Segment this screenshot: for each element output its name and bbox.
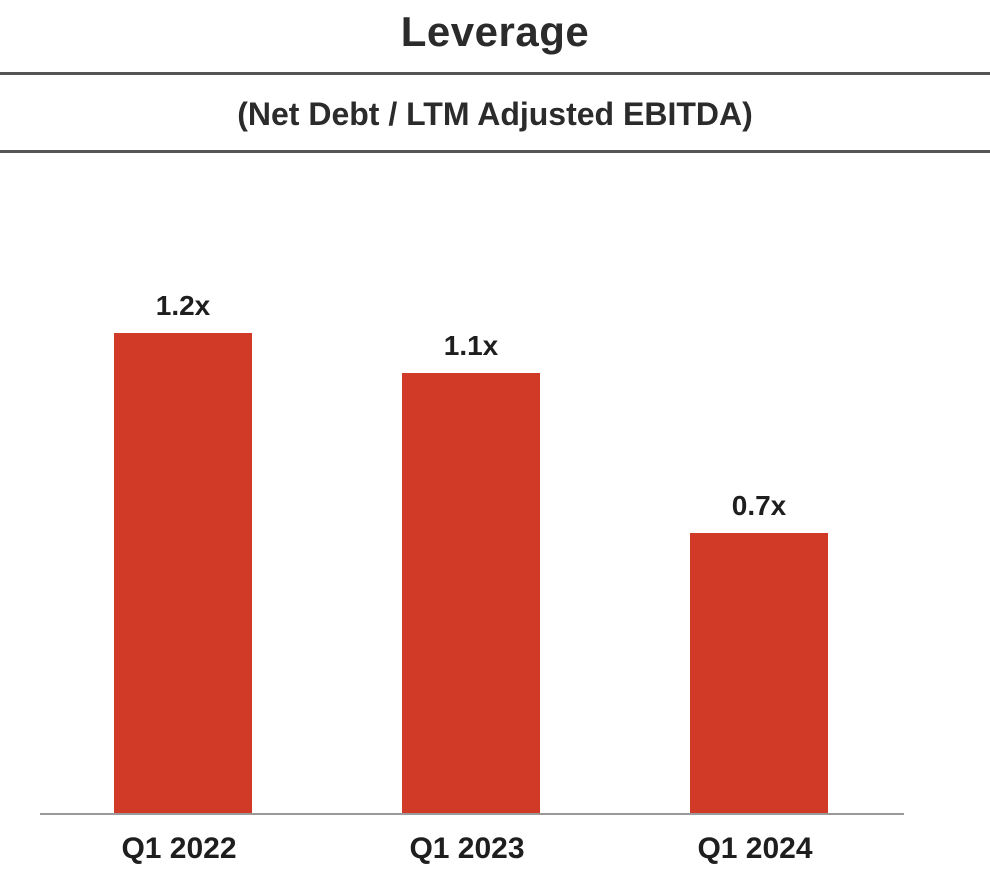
bar-q1-2024 [690,533,828,813]
category-label: Q1 2023 [409,832,524,865]
bar-q1-2022 [114,333,252,813]
data-label: 0.7x [732,490,787,521]
category-label: Q1 2022 [121,832,236,865]
category-label: Q1 2024 [697,832,812,865]
chart-title: Leverage [400,8,590,55]
bar-q1-2023 [402,373,540,813]
title-divider [0,72,990,75]
data-label: 1.1x [444,330,499,361]
chart-subtitle: (Net Debt / LTM Adjusted EBITDA) [237,96,753,132]
subtitle-divider [0,150,990,153]
data-label: 1.2x [156,290,211,321]
